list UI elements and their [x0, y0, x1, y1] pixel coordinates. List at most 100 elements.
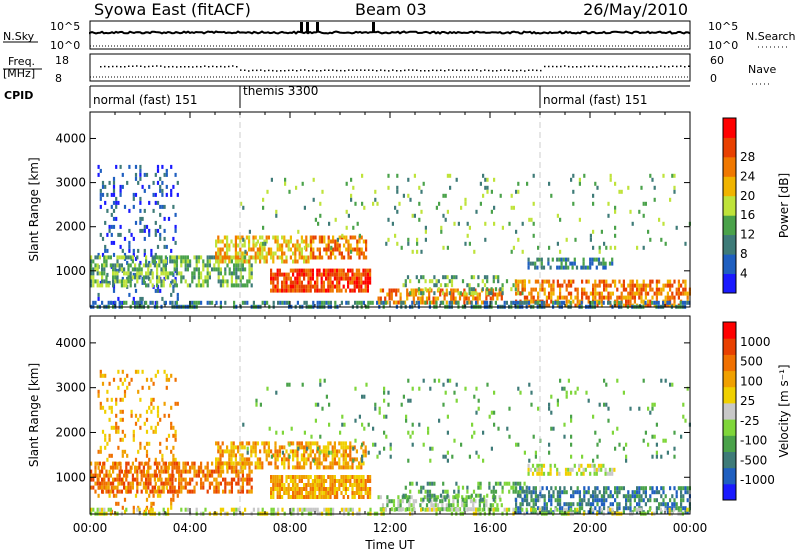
data-cell [316, 461, 319, 466]
data-cell [649, 237, 652, 242]
data-cell [364, 487, 367, 491]
data-cell [673, 173, 676, 178]
data-cell [589, 494, 592, 499]
data-cell [288, 382, 291, 387]
data-cell [340, 479, 343, 483]
data-cell [300, 284, 303, 289]
data-cell [318, 461, 321, 466]
data-cell [248, 243, 251, 248]
data-cell [379, 495, 382, 500]
data-cell [244, 300, 247, 305]
data-cell [318, 475, 321, 479]
data-cell [407, 241, 410, 246]
data-cell [215, 461, 218, 466]
data-cell [206, 283, 209, 288]
data-cell [228, 449, 231, 454]
data-cell [230, 449, 233, 454]
data-cell [393, 507, 396, 512]
data-cell [149, 481, 152, 486]
data-cell [112, 216, 116, 221]
data-cell [592, 193, 595, 198]
data-cell [110, 425, 113, 430]
data-cell [186, 469, 189, 474]
data-cell [125, 469, 128, 474]
data-cell [239, 469, 242, 474]
data-cell [319, 382, 322, 387]
data-cell [494, 507, 497, 512]
data-cell [248, 263, 251, 268]
data-cell [490, 489, 493, 494]
data-cell [170, 405, 173, 410]
data-cell [101, 429, 105, 434]
data-cell [598, 245, 601, 250]
data-cell [556, 283, 559, 288]
data-cell [272, 483, 275, 487]
data-cell [193, 489, 196, 494]
data-cell [353, 475, 356, 479]
data-cell [318, 272, 321, 277]
data-cell [90, 283, 93, 288]
data-cell [139, 469, 142, 474]
data-cell [358, 233, 361, 238]
data-cell [625, 303, 628, 308]
data-cell [349, 475, 352, 479]
data-cell [545, 303, 548, 308]
data-cell [311, 284, 314, 289]
data-cell [406, 292, 409, 297]
data-cell [336, 495, 339, 499]
data-cell [358, 239, 361, 244]
colorbar-tick-label: -500 [740, 453, 767, 467]
data-cell [156, 413, 160, 418]
data-cell [571, 261, 574, 266]
data-cell [219, 279, 222, 284]
data-cell [217, 449, 220, 454]
data-cell [110, 240, 113, 245]
data-cell [633, 498, 636, 503]
data-cell [112, 288, 116, 293]
data-cell [294, 251, 297, 256]
data-cell [575, 471, 579, 476]
data-cell [108, 493, 111, 498]
data-cell [519, 390, 522, 395]
data-cell [314, 495, 317, 499]
data-cell [416, 237, 419, 242]
data-cell [498, 495, 501, 500]
data-cell [433, 481, 436, 486]
data-cell [206, 465, 209, 470]
data-cell [274, 235, 277, 240]
data-cell [226, 481, 229, 486]
data-cell [651, 279, 654, 284]
data-cell [292, 449, 295, 454]
data-cell [658, 506, 661, 511]
data-cell [165, 244, 168, 249]
data-cell [233, 465, 236, 470]
data-cell [477, 406, 480, 411]
data-cell [455, 300, 458, 305]
data-cell [123, 469, 127, 474]
data-cell [472, 275, 476, 280]
data-cell [154, 481, 157, 486]
data-cell [215, 481, 218, 486]
data-cell [581, 454, 584, 459]
data-cell [281, 284, 284, 289]
data-cell [294, 465, 297, 470]
data-cell [123, 252, 127, 257]
data-cell [519, 506, 522, 511]
data-cell [331, 457, 334, 462]
data-cell [128, 240, 131, 245]
data-cell [90, 263, 93, 268]
data-cell [309, 487, 312, 491]
data-cell [409, 481, 412, 486]
data-cell [163, 228, 166, 233]
data-cell [680, 291, 683, 296]
data-cell [631, 490, 634, 495]
colorbar-tick-label: 28 [740, 150, 755, 164]
data-cell [310, 247, 313, 252]
data-cell [248, 469, 251, 474]
data-cell [154, 288, 157, 293]
data-cell [589, 463, 592, 468]
data-cell [600, 498, 603, 503]
data-cell [184, 259, 187, 264]
data-cell [285, 259, 288, 264]
data-cell [598, 283, 601, 288]
